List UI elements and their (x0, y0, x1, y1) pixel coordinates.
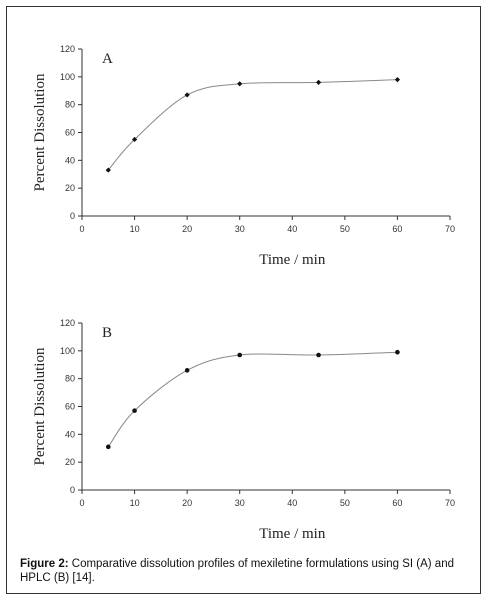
y-tick-label: 100 (60, 346, 75, 356)
series-line (107, 79, 398, 171)
data-point (237, 352, 243, 358)
data-point (131, 136, 138, 143)
x-tick-label: 60 (392, 498, 402, 508)
data-point (132, 408, 137, 413)
x-tick-label: 40 (287, 498, 297, 508)
x-tick-label: 50 (340, 498, 350, 508)
data-point (394, 77, 401, 83)
x-tick-label: 10 (130, 498, 140, 508)
y-axis-title: Percent Dissolution (32, 73, 48, 191)
data-point (315, 79, 322, 85)
caption-label: Figure 2: (20, 558, 69, 570)
data-point (105, 167, 111, 173)
panel-label: B (102, 325, 112, 341)
y-tick-label: 60 (65, 402, 75, 412)
dissolution-chart-a: 0 20 40 60 80 100 120 0 10 20 30 40 50 60 70 Time / min… (32, 44, 455, 268)
figure-frame (6, 6, 481, 594)
y-tick-label: 40 (65, 429, 75, 439)
series-line (107, 351, 398, 448)
data-point (105, 444, 111, 450)
panel-label: A (102, 51, 113, 67)
x-tick-label: 0 (79, 224, 84, 234)
caption-text: Comparative dissolution profiles of mexi… (20, 558, 454, 584)
x-axis-title: Time / min (259, 526, 326, 542)
data-point (184, 92, 190, 98)
x-tick-label: 20 (182, 498, 192, 508)
y-tick-label: 120 (60, 44, 75, 54)
x-tick-label: 10 (130, 224, 140, 234)
x-tick-label: 40 (287, 224, 297, 234)
data-point (395, 349, 400, 355)
y-tick-label: 80 (65, 100, 75, 110)
y-tick-label: 0 (70, 485, 75, 495)
x-tick-label: 70 (445, 498, 455, 508)
data-point (316, 352, 321, 358)
y-tick-label: 0 (70, 211, 75, 221)
x-tick-label: 20 (182, 224, 192, 234)
x-tick-label: 60 (392, 224, 402, 234)
dissolution-chart-b: 0 20 40 60 80 100 120 0 10 20 30 40 50 60 70 Time / min… (32, 318, 455, 542)
x-tick-label: 30 (235, 498, 245, 508)
figure-caption: Figure 2: Comparative dissolution profil… (20, 557, 475, 585)
y-tick-label: 100 (60, 72, 75, 82)
y-tick-label: 80 (65, 374, 75, 384)
x-tick-label: 30 (235, 224, 245, 234)
x-tick-label: 0 (79, 498, 84, 508)
x-tick-label: 50 (340, 224, 350, 234)
y-axis-title: Percent Dissolution (32, 347, 48, 465)
y-tick-label: 60 (65, 128, 75, 138)
data-point (237, 81, 243, 87)
x-tick-label: 70 (445, 224, 455, 234)
x-axis-title: Time / min (259, 252, 326, 268)
y-tick-label: 120 (60, 318, 75, 328)
data-point (184, 368, 190, 373)
y-tick-label: 40 (65, 155, 75, 165)
y-tick-label: 20 (65, 457, 75, 467)
y-tick-label: 20 (65, 183, 75, 193)
